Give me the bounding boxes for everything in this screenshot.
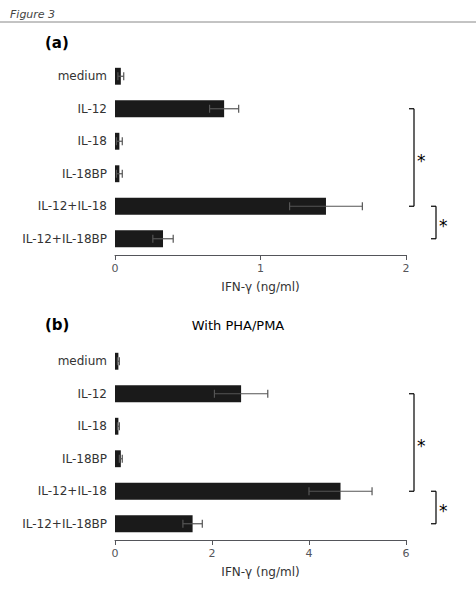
svg-text:*: * [439,501,448,521]
svg-text:4: 4 [306,547,313,560]
svg-text:0: 0 [112,262,119,275]
svg-text:0: 0 [112,547,119,560]
svg-text:IL-12: IL-12 [77,102,107,116]
svg-text:IL-12+IL-18: IL-12+IL-18 [38,199,107,213]
svg-text:medium: medium [58,354,107,368]
svg-text:2: 2 [403,262,410,275]
svg-text:With PHA/PMA: With PHA/PMA [192,318,285,333]
svg-text:*: * [417,436,426,456]
svg-text:IL-12+IL-18: IL-12+IL-18 [38,484,107,498]
svg-text:IL-18: IL-18 [77,419,107,433]
svg-text:IFN-γ (ng/ml): IFN-γ (ng/ml) [221,565,299,579]
svg-text:IL-12+IL-18BP: IL-12+IL-18BP [22,517,107,531]
svg-text:*: * [439,216,448,236]
svg-text:6: 6 [403,547,410,560]
svg-text:Figure 3: Figure 3 [10,8,55,21]
svg-text:IL-12: IL-12 [77,387,107,401]
svg-text:IL-18: IL-18 [77,134,107,148]
svg-text:*: * [417,151,426,171]
svg-text:IL-18BP: IL-18BP [62,452,107,466]
svg-text:1: 1 [257,262,264,275]
svg-text:IL-12+IL-18BP: IL-12+IL-18BP [22,232,107,246]
svg-text:IL-18BP: IL-18BP [62,167,107,181]
svg-text:medium: medium [58,69,107,83]
svg-text:(a): (a) [45,34,69,52]
svg-text:(b): (b) [45,316,69,334]
svg-text:IFN-γ (ng/ml): IFN-γ (ng/ml) [221,280,299,294]
svg-text:2: 2 [209,547,216,560]
